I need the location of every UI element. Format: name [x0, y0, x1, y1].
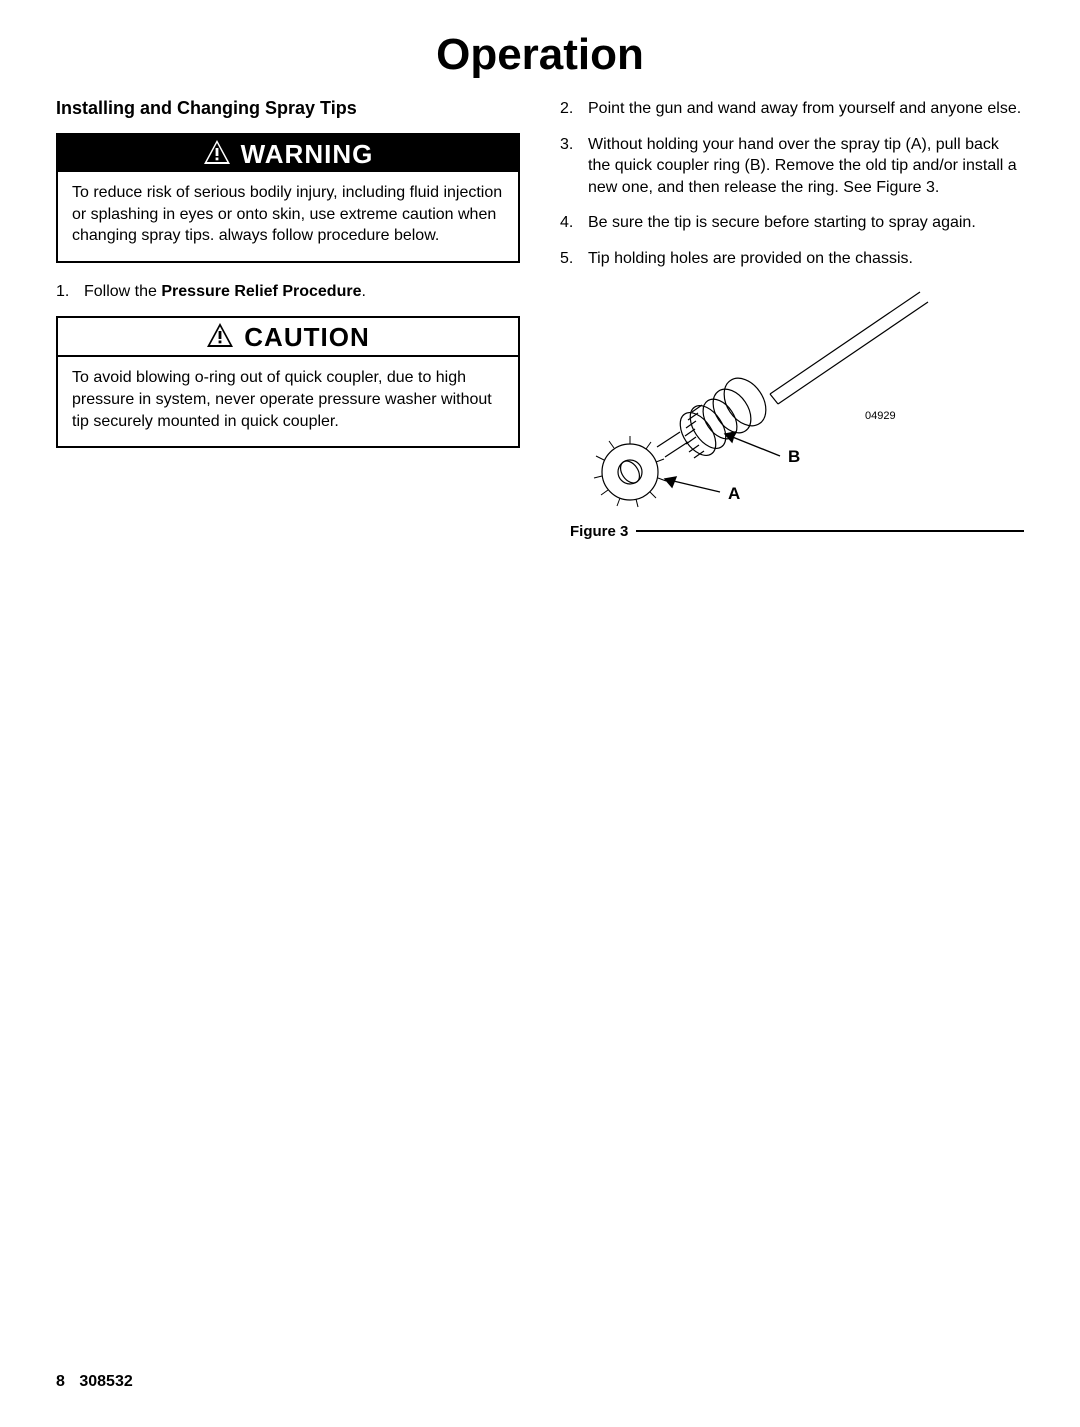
caution-icon — [206, 322, 234, 353]
caution-box: CAUTION To avoid blowing o-ring out of q… — [56, 316, 520, 448]
warning-box: WARNING To reduce risk of serious bodily… — [56, 133, 520, 263]
spray-tip-diagram: 04929 B A — [570, 284, 930, 514]
step-1-text: Follow the Pressure Relief Procedure. — [84, 281, 520, 303]
left-column: Installing and Changing Spray Tips WARNI… — [56, 98, 520, 540]
warning-body: To reduce risk of serious bodily injury,… — [58, 172, 518, 261]
step-4-text: Be sure the tip is secure before startin… — [588, 212, 1024, 234]
content-columns: Installing and Changing Spray Tips WARNI… — [0, 98, 1080, 540]
figure-label-b: B — [788, 447, 800, 466]
figure-ref: 04929 — [865, 410, 896, 422]
figure-rule — [636, 530, 1024, 532]
page-title: Operation — [0, 30, 1080, 80]
figure-caption-row: Figure 3 — [570, 523, 1024, 540]
step-2: 2. Point the gun and wand away from your… — [560, 98, 1024, 120]
step-3-text: Without holding your hand over the spray… — [588, 134, 1024, 199]
page-number: 8 — [56, 1373, 65, 1390]
page-footer: 8 308532 — [56, 1373, 133, 1391]
right-column: 2. Point the gun and wand away from your… — [560, 98, 1024, 540]
step-4-number: 4. — [560, 212, 588, 234]
step-1-number: 1. — [56, 281, 84, 303]
figure-label-a: A — [728, 484, 740, 503]
section-heading: Installing and Changing Spray Tips — [56, 98, 520, 119]
step-2-number: 2. — [560, 98, 588, 120]
step-1: 1. Follow the Pressure Relief Procedure. — [56, 281, 520, 303]
step-1-post: . — [361, 283, 365, 300]
caution-label: CAUTION — [244, 322, 369, 353]
step-5-text: Tip holding holes are provided on the ch… — [588, 248, 1024, 270]
step-3: 3. Without holding your hand over the sp… — [560, 134, 1024, 199]
step-5: 5. Tip holding holes are provided on the… — [560, 248, 1024, 270]
figure-3: 04929 B A Figure 3 — [570, 284, 1024, 540]
step-1-pre: Follow the — [84, 283, 161, 300]
caution-body: To avoid blowing o-ring out of quick cou… — [58, 357, 518, 446]
warning-label: WARNING — [241, 139, 374, 170]
figure-caption: Figure 3 — [570, 523, 636, 540]
document-number: 308532 — [79, 1373, 132, 1390]
step-3-number: 3. — [560, 134, 588, 199]
warning-icon — [203, 139, 231, 170]
warning-header: WARNING — [58, 135, 518, 172]
step-2-text: Point the gun and wand away from yoursel… — [588, 98, 1024, 120]
step-5-number: 5. — [560, 248, 588, 270]
caution-header: CAUTION — [58, 318, 518, 357]
step-1-bold: Pressure Relief Procedure — [161, 283, 361, 300]
step-4: 4. Be sure the tip is secure before star… — [560, 212, 1024, 234]
